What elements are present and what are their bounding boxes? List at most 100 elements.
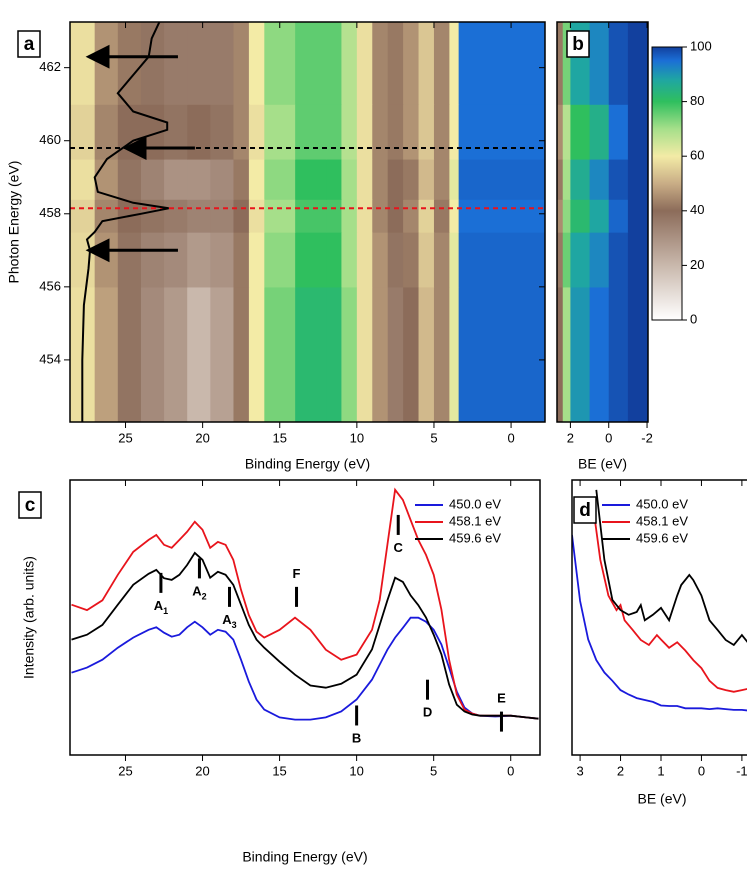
heat-cell xyxy=(608,199,629,233)
feature-letter: C xyxy=(394,540,404,555)
heat-cell xyxy=(589,286,610,422)
heat-cell xyxy=(433,232,450,288)
heat-cell xyxy=(433,199,450,233)
heat-cell xyxy=(326,22,343,105)
heat-cell xyxy=(140,232,165,288)
y-tick-label: 460 xyxy=(39,132,61,147)
heat-cell xyxy=(341,286,358,422)
feature-label: B xyxy=(352,731,361,746)
heat-cell xyxy=(557,199,564,233)
heat-cell xyxy=(187,158,211,200)
series-line xyxy=(71,487,539,720)
heat-cell xyxy=(140,158,165,200)
heat-cell xyxy=(233,104,250,160)
heat-cell xyxy=(589,158,610,200)
heat-cell xyxy=(589,199,610,233)
heat-cell xyxy=(356,104,373,160)
heat-cell xyxy=(387,286,404,422)
heat-cell xyxy=(210,22,235,105)
x-tick-label: 25 xyxy=(118,430,132,445)
heat-cell xyxy=(557,104,564,160)
colorbar-tick-label: 60 xyxy=(690,148,704,163)
series-line xyxy=(572,534,747,712)
heat-cell xyxy=(557,158,564,200)
heat-cell xyxy=(589,104,610,160)
colorbar-tick-label: 80 xyxy=(690,93,704,108)
heat-cell xyxy=(418,286,435,422)
y-tick-label: 456 xyxy=(39,278,61,293)
heat-cell xyxy=(164,232,188,288)
plot-area xyxy=(71,487,539,721)
heat-cell xyxy=(403,199,420,233)
heat-cell xyxy=(387,232,404,288)
x-tick-label: 0 xyxy=(507,763,514,778)
feature-label: A1 xyxy=(154,598,168,616)
heat-cell xyxy=(94,232,119,288)
heat-cell xyxy=(608,104,629,160)
heat-cell xyxy=(248,158,265,200)
x-axis-label: BE (eV) xyxy=(637,791,686,807)
x-tick-label: 20 xyxy=(195,763,209,778)
x-tick-label: 10 xyxy=(349,763,363,778)
x-axis-label: Binding Energy (eV) xyxy=(245,456,370,472)
heat-cell xyxy=(295,104,327,160)
heat-cell xyxy=(372,232,389,288)
heat-cell xyxy=(570,199,591,233)
heat-cell xyxy=(627,232,648,288)
colorbar-tick-label: 100 xyxy=(690,38,712,53)
heat-cell xyxy=(418,158,435,200)
feature-subscript: 1 xyxy=(163,606,168,616)
heat-cell xyxy=(627,199,648,233)
heat-cell xyxy=(295,199,327,233)
heat-cell xyxy=(164,286,188,422)
heat-cell xyxy=(458,232,545,288)
heat-cell xyxy=(608,286,629,422)
heat-cell xyxy=(94,104,119,160)
heat-cell xyxy=(562,22,572,105)
heat-cell xyxy=(248,22,265,105)
heat-cell xyxy=(557,286,564,422)
heat-cell xyxy=(233,286,250,422)
heat-cell xyxy=(117,22,142,105)
heat-cell xyxy=(562,286,572,422)
heat-cell xyxy=(326,199,343,233)
heat-cell xyxy=(70,22,96,105)
heat-cell xyxy=(233,22,250,105)
legend-label: 459.6 eV xyxy=(449,530,501,545)
heat-cell xyxy=(94,22,119,105)
feature-label: A3 xyxy=(222,612,236,630)
plot-frame xyxy=(69,21,546,423)
x-tick-label: 3 xyxy=(576,763,583,778)
heat-cell xyxy=(341,199,358,233)
panel-letter: b xyxy=(572,34,584,55)
heat-cell xyxy=(295,22,327,105)
heat-cell xyxy=(326,104,343,160)
heat-cell xyxy=(248,104,265,160)
heat-cell xyxy=(403,232,420,288)
heat-cell xyxy=(70,232,96,288)
series-line xyxy=(595,489,747,647)
heat-cell xyxy=(140,104,165,160)
y-tick-label: 462 xyxy=(39,59,61,74)
heat-cell xyxy=(372,199,389,233)
heat-cell xyxy=(140,22,165,105)
y-axis-label: Photon Energy (eV) xyxy=(6,161,22,284)
x-tick-label: 2 xyxy=(567,430,574,445)
heat-cell xyxy=(264,104,296,160)
panel-letter-box xyxy=(18,491,42,519)
heat-cell xyxy=(233,158,250,200)
heat-cell xyxy=(233,199,250,233)
heat-cell xyxy=(627,104,648,160)
heat-cell xyxy=(570,286,591,422)
heat-cell xyxy=(418,232,435,288)
x-tick-label: 5 xyxy=(430,763,437,778)
y-tick-label: 454 xyxy=(39,351,61,366)
feature-label: C xyxy=(394,540,404,555)
heat-cell xyxy=(372,104,389,160)
x-tick-label: 0 xyxy=(605,430,612,445)
feature-label: D xyxy=(423,705,432,720)
feature-letter: D xyxy=(423,705,432,720)
panel-letter: a xyxy=(24,34,35,55)
heat-cell xyxy=(608,158,629,200)
